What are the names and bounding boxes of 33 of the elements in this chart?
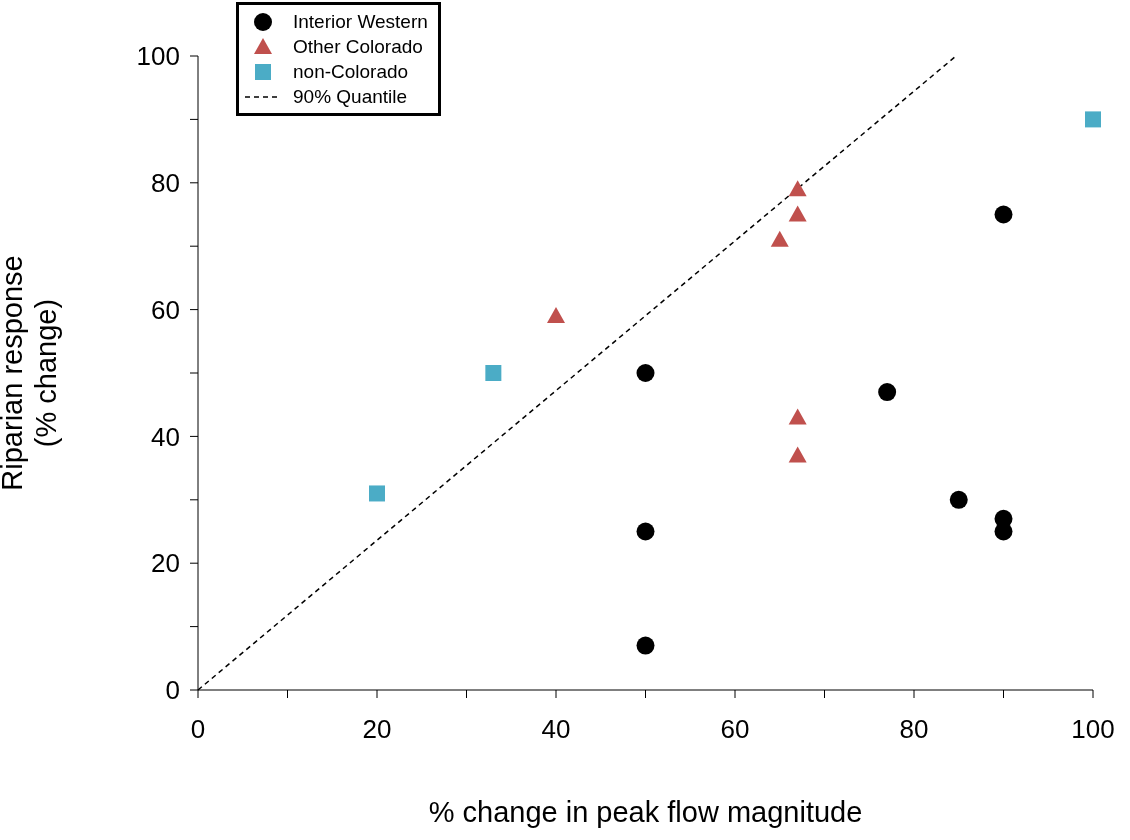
point <box>547 306 565 323</box>
point <box>770 230 789 247</box>
y-tick-label: 20 <box>151 548 180 579</box>
point <box>788 446 807 463</box>
y-axis-title: Riparian response (% change) <box>0 255 62 491</box>
point <box>369 485 385 502</box>
point <box>788 205 807 222</box>
x-tick-label: 0 <box>190 714 206 745</box>
x-tick-label: 60 <box>720 714 750 745</box>
y-tick-label: 80 <box>151 168 180 199</box>
y-tick-label: 40 <box>151 421 180 452</box>
point <box>949 490 968 509</box>
y-tick-label: 100 <box>136 41 180 72</box>
y-tick-label: 0 <box>165 675 180 706</box>
point <box>878 383 897 402</box>
x-axis-title: % change in peak flow magnitude <box>428 796 863 828</box>
legend-label: Other Colorado <box>293 35 423 58</box>
point <box>994 205 1013 224</box>
legend-label: 90% Quantile <box>293 85 408 108</box>
point <box>636 522 655 541</box>
point <box>636 636 655 655</box>
x-tick-label: 20 <box>362 714 392 745</box>
x-tick-label: 100 <box>1071 714 1115 745</box>
y-tick-label: 60 <box>151 294 180 325</box>
x-tick-label: 40 <box>541 714 571 745</box>
point <box>1085 111 1101 128</box>
point <box>485 365 502 381</box>
x-tick-label: 80 <box>899 714 929 745</box>
point <box>636 364 655 382</box>
point <box>788 408 807 425</box>
legend-label: Interior Western <box>293 10 428 33</box>
legend-label: non-Colorado <box>293 60 409 83</box>
point <box>788 180 807 197</box>
